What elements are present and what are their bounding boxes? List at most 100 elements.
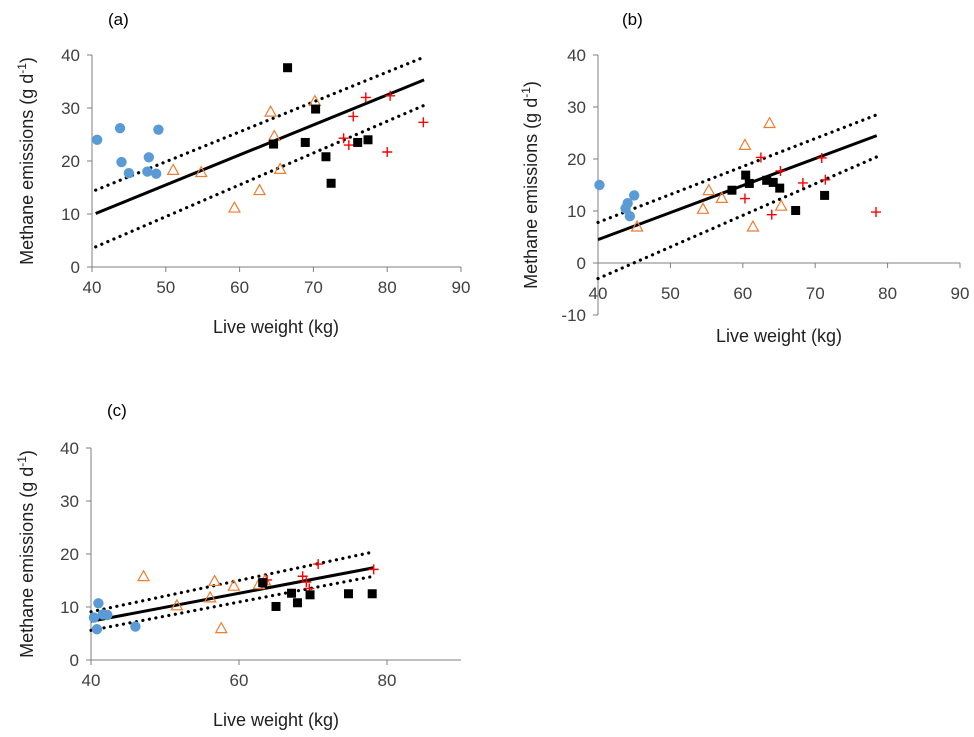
data-point-square — [791, 205, 801, 215]
y-tick-label: 20 — [567, 150, 586, 169]
regression-line — [95, 78, 425, 215]
data-point-square — [321, 152, 331, 162]
data-point-triangle — [630, 219, 644, 232]
data-point-triangle — [137, 569, 151, 582]
data-point-circle — [91, 134, 103, 145]
regression-line — [90, 566, 374, 623]
y-tick-label: 40 — [60, 439, 79, 458]
data-point-plus — [418, 117, 429, 128]
data-point-circle — [93, 598, 104, 609]
data-point-plus — [820, 174, 831, 185]
data-point-square — [727, 185, 737, 195]
data-point-square — [768, 177, 778, 187]
panel-label: (b) — [622, 10, 643, 29]
data-point-triangle — [264, 104, 278, 117]
data-point-circle — [116, 156, 127, 168]
data-point-circle — [88, 612, 100, 623]
x-tick-label: 80 — [878, 284, 897, 303]
chart-panel-2: -10 0 10 20 30 40 40 50 60 70 80 90 (b) Live weight (… — [519, 10, 969, 346]
y-axis-label: Methane emissions (g d-1) — [15, 450, 37, 658]
x-tick-label: 90 — [452, 278, 471, 297]
data-point-circle — [151, 168, 162, 179]
y-tick-label: 0 — [577, 254, 586, 273]
data-point-square — [363, 135, 373, 145]
y-tick-label: 10 — [567, 202, 586, 221]
x-axis-label: Live weight (kg) — [716, 326, 842, 346]
data-point-triangle — [214, 621, 228, 634]
data-point-plus — [797, 177, 808, 188]
ci-lower-line — [94, 103, 426, 249]
data-point-circle — [624, 211, 636, 222]
data-point-triangle — [273, 162, 287, 174]
data-point-square — [292, 598, 302, 608]
x-tick-label: 60 — [230, 278, 249, 297]
data-point-plus — [368, 564, 379, 575]
x-tick-label: 90 — [951, 284, 970, 303]
data-point-circle — [91, 624, 103, 635]
data-point-square — [326, 178, 336, 188]
data-point-triangle — [746, 219, 760, 232]
data-point-square — [271, 601, 281, 611]
y-axis-label: Methane emissions (g d-1) — [519, 81, 541, 289]
data-point-plus — [385, 90, 396, 101]
x-tick-label: 80 — [378, 278, 397, 297]
x-axis-label: Live weight (kg) — [213, 317, 339, 337]
data-point-square — [287, 588, 297, 598]
x-tick-label: 60 — [230, 671, 249, 690]
data-point-triangle — [774, 199, 788, 211]
data-point-square — [300, 137, 310, 147]
x-tick-label: 40 — [82, 671, 101, 690]
x-tick-label: 70 — [304, 278, 323, 297]
data-point-triangle — [227, 200, 241, 213]
x-tick-label: 70 — [806, 284, 825, 303]
data-point-square — [353, 137, 363, 147]
x-tick-label: 50 — [661, 284, 680, 303]
y-tick-label: 10 — [61, 205, 80, 224]
x-tick-label: 80 — [378, 671, 397, 690]
data-point-triangle — [208, 574, 222, 587]
data-point-circle — [629, 190, 640, 201]
regression-line — [597, 134, 878, 242]
y-tick-label: 0 — [70, 651, 79, 670]
x-tick-label: 50 — [156, 278, 175, 297]
data-point-square — [305, 590, 315, 600]
y-tick-label: 30 — [61, 99, 80, 118]
data-point-triangle — [253, 183, 267, 196]
data-point-plus — [297, 571, 308, 582]
data-point-triangle — [702, 183, 716, 196]
data-point-circle — [114, 122, 126, 134]
data-point-square — [283, 63, 293, 73]
data-point-plus — [343, 140, 354, 151]
data-point-plus — [766, 209, 777, 220]
data-point-circle — [143, 152, 155, 163]
chart-panel-3: 0 10 20 30 40 40 60 80 (c) Live weight (kg) Methan… — [15, 401, 461, 730]
data-point-plus — [301, 577, 312, 588]
y-tick-label: 40 — [567, 46, 586, 65]
data-point-plus — [871, 207, 882, 218]
data-point-triangle — [715, 191, 729, 203]
data-point-triangle — [203, 590, 217, 603]
data-point-plus — [739, 193, 750, 204]
data-point-square — [762, 175, 772, 185]
data-point-triangle — [227, 579, 241, 591]
data-point-plus — [360, 92, 371, 103]
data-point-plus — [313, 559, 324, 570]
data-point-circle — [123, 167, 135, 179]
data-point-square — [820, 190, 830, 200]
y-tick-label: 40 — [61, 46, 80, 65]
y-tick-label: 20 — [60, 545, 79, 564]
data-point-plus — [348, 111, 359, 122]
panel-label: (a) — [108, 10, 129, 29]
y-tick-label: 0 — [71, 258, 80, 277]
data-point-square — [367, 589, 377, 599]
y-tick-label: 30 — [60, 492, 79, 511]
data-point-triangle — [738, 138, 752, 150]
data-point-triangle — [763, 116, 777, 129]
data-point-triangle — [194, 165, 208, 178]
data-point-square — [258, 578, 268, 588]
ci-lower-line — [596, 155, 879, 281]
data-point-triangle — [166, 163, 180, 176]
data-point-circle — [102, 609, 113, 621]
data-point-triangle — [170, 598, 184, 611]
x-axis-label: Live weight (kg) — [213, 710, 339, 730]
